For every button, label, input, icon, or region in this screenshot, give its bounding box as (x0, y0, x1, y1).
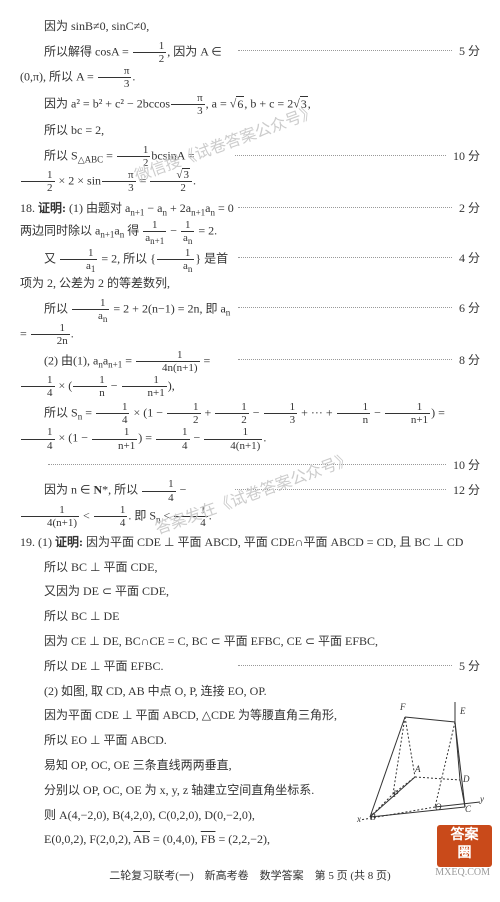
solution-line: 因为 n ∈ N*, 所以 14 − 14(n+1) < 14. 即 Sn < … (20, 478, 480, 528)
solution-line: (2) 由(1), anan+1 = 14n(n+1) = 14 × (1n −… (20, 349, 480, 399)
line-text: 19. (1) 证明: 因为平面 CDE ⊥ 平面 ABCD, 平面 CDE∩平… (20, 531, 480, 554)
line-text: 又因为 DE ⊂ 平面 CDE, (20, 580, 480, 603)
page-footer: 二轮复习联考(一) 新高考卷 数学答案 第 5 页 (共 8 页) (20, 866, 480, 887)
leader-dots (48, 463, 446, 465)
score-label: 6 分 (456, 297, 480, 320)
line-text: (2) 如图, 取 CD, AB 中点 O, P, 连接 EO, OP. (20, 680, 340, 703)
solution-line: 19. (1) 证明: 因为平面 CDE ⊥ 平面 ABCD, 平面 CDE∩平… (20, 531, 480, 554)
leader-dots (238, 206, 452, 208)
line-text: 所以解得 cosA = 12, 因为 A ∈ (0,π), 所以 A = π3. (20, 40, 234, 90)
source-url: MXEQ.COM (435, 863, 490, 882)
line-text: 因为 a² = b² + c² − 2bccosπ3, a = √6, b + … (20, 92, 480, 117)
score-label: 12 分 (450, 479, 480, 502)
score-label: 8 分 (456, 349, 480, 372)
leader-dots (238, 306, 452, 308)
line-text: 因为 sinB≠0, sinC≠0, (20, 15, 480, 38)
solution-line: 所以 Sn = 14 × (1 − 12 + 12 − 13 + ··· + 1… (20, 401, 480, 451)
diagram-label: B (370, 812, 376, 822)
line-text: (2) 由(1), anan+1 = 14n(n+1) = 14 × (1n −… (20, 349, 234, 399)
solution-line: 因为 sinB≠0, sinC≠0, (20, 15, 480, 38)
stamp-text-2: 圈 (458, 846, 472, 861)
line-text: 所以 1an = 2 + 2(n−1) = 2n, 即 an = 12n. (20, 297, 234, 347)
line-text: 因为平面 CDE ⊥ 平面 ABCD, △CDE 为等腰直角三角形, (20, 704, 340, 727)
solution-line: (2) 如图, 取 CD, AB 中点 O, P, 连接 EO, OP. (20, 680, 480, 703)
line-text: 所以 DE ⊥ 平面 EFBC. (20, 655, 234, 678)
line-text: 易知 OP, OC, OE 三条直线两两垂直, (20, 754, 340, 777)
leader-dots (238, 49, 452, 51)
score-label: 5 分 (456, 40, 480, 63)
leader-dots (238, 358, 452, 360)
leader-dots (235, 154, 446, 156)
solution-line: 又因为 DE ⊂ 平面 CDE, (20, 580, 480, 603)
solution-line: 所以解得 cosA = 12, 因为 A ∈ (0,π), 所以 A = π3.… (20, 40, 480, 90)
diagram-label: E (459, 706, 466, 716)
diagram-label: A (414, 764, 421, 774)
line-text: 所以 Sn = 14 × (1 − 12 + 12 − 13 + ··· + 1… (20, 401, 480, 451)
line-text: 分别以 OP, OC, OE 为 x, y, z 轴建立空间直角坐标系. (20, 779, 340, 802)
solution-line: 所以 1an = 2 + 2(n−1) = 2n, 即 an = 12n. 6 分 (20, 297, 480, 347)
line-text: 因为 CE ⊥ DE, BC∩CE = C, BC ⊂ 平面 EFBC, CE … (20, 630, 480, 653)
diagram-label: F (399, 702, 406, 712)
line-text: 所以 BC ⊥ 平面 CDE, (20, 556, 480, 579)
solution-line: 所以 DE ⊥ 平面 EFBC. 5 分 (20, 655, 480, 678)
line-text: 所以 S△ABC = 12bcsinA = 12 × 2 × sinπ3 = √… (20, 144, 231, 194)
solution-line: 18. 证明: (1) 由题对 an+1 − an + 2an+1an = 0 … (20, 197, 480, 245)
solution-line: 因为 a² = b² + c² − 2bccosπ3, a = √6, b + … (20, 92, 480, 117)
line-text: E(0,0,2), F(2,0,2), AB = (0,4,0), FB = (… (20, 828, 340, 851)
solution-line: 所以 BC ⊥ 平面 CDE, (20, 556, 480, 579)
line-text: 则 A(4,−2,0), B(4,2,0), C(0,2,0), D(0,−2,… (20, 804, 340, 827)
line-text: 因为 n ∈ N*, 所以 14 − 14(n+1) < 14. 即 Sn < … (20, 478, 231, 528)
score-label: 4 分 (456, 247, 480, 270)
solution-line: 所以 S△ABC = 12bcsinA = 12 × 2 × sinπ3 = √… (20, 144, 480, 194)
solution-line: 又 1a1 = 2, 所以 {1an} 是首项为 2, 公差为 2 的等差数列,… (20, 247, 480, 295)
leader-dots (238, 256, 452, 258)
line-text: 又 1a1 = 2, 所以 {1an} 是首项为 2, 公差为 2 的等差数列, (20, 247, 234, 295)
diagram-label: x (356, 814, 361, 824)
solution-line: 因为 CE ⊥ DE, BC∩CE = C, BC ⊂ 平面 EFBC, CE … (20, 630, 480, 653)
diagram-label: y (479, 794, 484, 804)
geometry-diagram: FEzAPDxBOCy (355, 702, 485, 832)
leader-dots (238, 664, 452, 666)
diagram-label: D (462, 774, 470, 784)
line-text: 所以 BC ⊥ DE (20, 605, 480, 628)
solution-line: 所以 BC ⊥ DE (20, 605, 480, 628)
diagram-label: P (392, 789, 399, 799)
line-text: 所以 bc = 2, (20, 119, 480, 142)
score-label: 2 分 (456, 197, 480, 220)
score-label: 5 分 (456, 655, 480, 678)
line-text: 18. 证明: (1) 由题对 an+1 − an + 2an+1an = 0 … (20, 197, 234, 245)
diagram-label: C (465, 804, 472, 814)
score-label: 10 分 (450, 454, 480, 477)
score-label: 10 分 (450, 145, 480, 168)
solution-line: 10 分 (20, 454, 480, 477)
leader-dots (235, 488, 446, 490)
diagram-label: O (435, 802, 442, 812)
solution-line: 所以 bc = 2, (20, 119, 480, 142)
